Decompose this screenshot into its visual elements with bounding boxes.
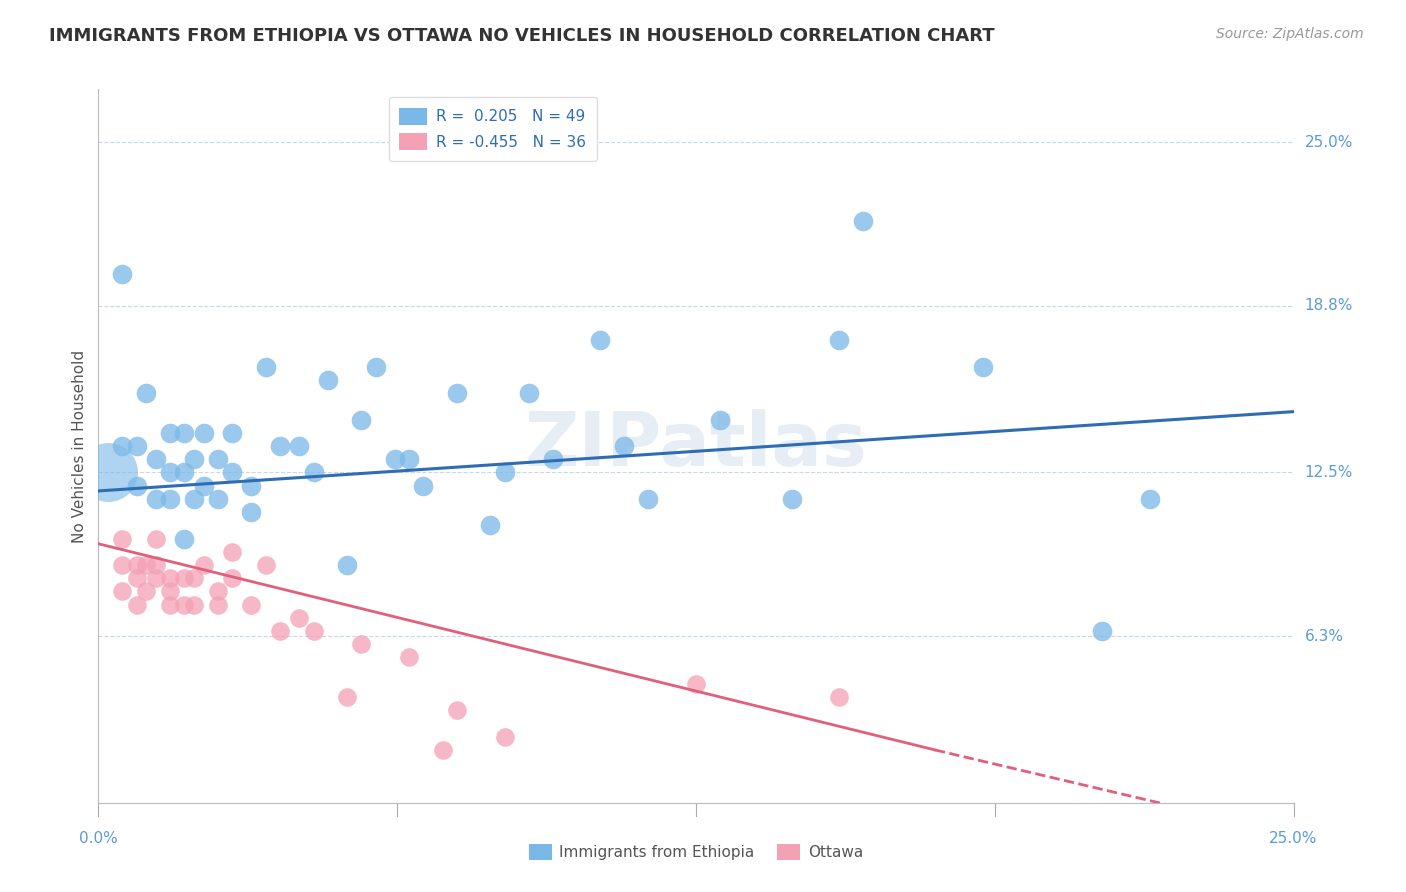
Point <box>336 690 359 704</box>
Text: ZIPatlas: ZIPatlas <box>524 409 868 483</box>
Point <box>173 466 195 480</box>
Point <box>145 571 167 585</box>
Point <box>479 518 502 533</box>
Point <box>517 386 540 401</box>
Point <box>221 545 243 559</box>
Point <box>135 386 157 401</box>
Point <box>446 386 468 401</box>
Point <box>125 571 148 585</box>
Point <box>159 584 181 599</box>
Point <box>364 359 387 374</box>
Text: 0.0%: 0.0% <box>79 830 118 846</box>
Point <box>207 584 229 599</box>
Point <box>183 491 205 506</box>
Point <box>221 571 243 585</box>
Point <box>173 571 195 585</box>
Point <box>302 624 325 638</box>
Point <box>288 611 311 625</box>
Point <box>1091 624 1114 638</box>
Point <box>125 478 148 492</box>
Point <box>613 439 636 453</box>
Point <box>125 598 148 612</box>
Point <box>159 425 181 440</box>
Text: 18.8%: 18.8% <box>1305 299 1353 313</box>
Text: 25.0%: 25.0% <box>1270 830 1317 846</box>
Point <box>541 452 564 467</box>
Point <box>145 558 167 572</box>
Point <box>269 624 291 638</box>
Point <box>193 425 215 440</box>
Text: Source: ZipAtlas.com: Source: ZipAtlas.com <box>1216 27 1364 41</box>
Point <box>111 584 134 599</box>
Point <box>207 452 229 467</box>
Point <box>637 491 659 506</box>
Point <box>135 584 157 599</box>
Point <box>145 452 167 467</box>
Point <box>412 478 434 492</box>
Point <box>183 452 205 467</box>
Point <box>350 412 373 426</box>
Point <box>183 598 205 612</box>
Point <box>852 214 875 228</box>
Point <box>159 466 181 480</box>
Point <box>828 333 851 347</box>
Point <box>240 505 263 519</box>
Text: 12.5%: 12.5% <box>1305 465 1353 480</box>
Point <box>159 491 181 506</box>
Point <box>685 677 707 691</box>
Point <box>288 439 311 453</box>
Text: 6.3%: 6.3% <box>1305 629 1344 644</box>
Point <box>336 558 359 572</box>
Point <box>446 703 468 717</box>
Point <box>193 558 215 572</box>
Legend: Immigrants from Ethiopia, Ottawa: Immigrants from Ethiopia, Ottawa <box>523 838 869 866</box>
Point <box>97 466 120 480</box>
Point <box>240 598 263 612</box>
Point <box>589 333 612 347</box>
Point <box>398 452 420 467</box>
Point <box>193 478 215 492</box>
Point <box>494 466 516 480</box>
Point <box>207 491 229 506</box>
Point <box>316 373 339 387</box>
Point <box>207 598 229 612</box>
Point <box>709 412 731 426</box>
Point <box>173 598 195 612</box>
Point <box>159 598 181 612</box>
Point <box>350 637 373 651</box>
Point <box>173 532 195 546</box>
Point <box>159 571 181 585</box>
Point <box>221 466 243 480</box>
Point <box>173 425 195 440</box>
Text: IMMIGRANTS FROM ETHIOPIA VS OTTAWA NO VEHICLES IN HOUSEHOLD CORRELATION CHART: IMMIGRANTS FROM ETHIOPIA VS OTTAWA NO VE… <box>49 27 995 45</box>
Point <box>254 359 277 374</box>
Point <box>972 359 994 374</box>
Point <box>1139 491 1161 506</box>
Point <box>384 452 406 467</box>
Point <box>269 439 291 453</box>
Point <box>240 478 263 492</box>
Point <box>125 439 148 453</box>
Point <box>398 650 420 665</box>
Point <box>494 730 516 744</box>
Point <box>302 466 325 480</box>
Point <box>780 491 803 506</box>
Point <box>183 571 205 585</box>
Point <box>111 439 134 453</box>
Point <box>135 558 157 572</box>
Y-axis label: No Vehicles in Household: No Vehicles in Household <box>72 350 87 542</box>
Point <box>111 558 134 572</box>
Point <box>828 690 851 704</box>
Point <box>125 558 148 572</box>
Text: 25.0%: 25.0% <box>1305 135 1353 150</box>
Point <box>111 532 134 546</box>
Point <box>111 267 134 281</box>
Point <box>145 532 167 546</box>
Point <box>432 743 454 757</box>
Point <box>221 425 243 440</box>
Point <box>145 491 167 506</box>
Point <box>254 558 277 572</box>
